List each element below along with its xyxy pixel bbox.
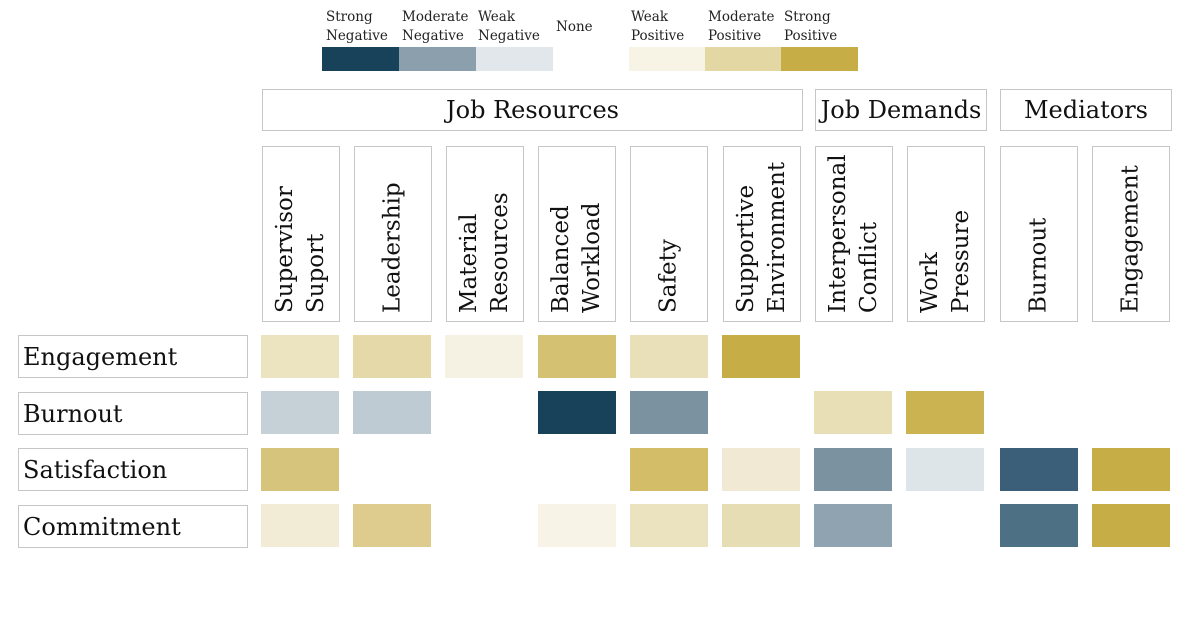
- row-header: Commitment: [18, 505, 248, 548]
- column-header: Burnout: [1000, 146, 1078, 322]
- heatmap-cell: [722, 448, 800, 491]
- column-header-label: Interpersonal Conflict: [825, 154, 882, 313]
- heatmap-cell: [1092, 448, 1170, 491]
- heatmap-cell: [814, 391, 892, 434]
- legend-swatch-moderate-positive: [705, 47, 782, 71]
- legend-swatch-strong-negative: [322, 47, 399, 71]
- column-header-label: Safety: [655, 239, 682, 313]
- column-header-label: Supervisor Suport: [272, 186, 329, 313]
- column-header: Safety: [630, 146, 708, 322]
- column-header: Engagement: [1092, 146, 1170, 322]
- column-header-label: Burnout: [1025, 217, 1052, 313]
- column-header: Supervisor Suport: [262, 146, 340, 322]
- heatmap-cell: [261, 391, 339, 434]
- heatmap-cell: [353, 504, 431, 547]
- heatmap-cell: [353, 335, 431, 378]
- heatmap-cell: [630, 335, 708, 378]
- heatmap-cell: [445, 335, 523, 378]
- column-header: Balanced Workload: [538, 146, 616, 322]
- heatmap-cell: [538, 335, 616, 378]
- legend-label-strong-positive: Strong Positive: [784, 9, 838, 44]
- heatmap-cell: [722, 335, 800, 378]
- row-header: Engagement: [18, 335, 248, 378]
- heatmap-cell: [630, 448, 708, 491]
- column-group-job-demands: Job Demands: [815, 89, 987, 131]
- column-header: Work Pressure: [907, 146, 985, 322]
- column-header: Leadership: [354, 146, 432, 322]
- heatmap-cell: [261, 504, 339, 547]
- heatmap-cell: [538, 504, 616, 547]
- heatmap-cell: [906, 391, 984, 434]
- legend-swatch-weak-negative: [476, 47, 553, 71]
- column-header-label: Engagement: [1117, 165, 1144, 313]
- legend-label-strong-negative: Strong Negative: [326, 9, 388, 44]
- heatmap-cell: [630, 391, 708, 434]
- heatmap-cell: [538, 391, 616, 434]
- column-group-job-resources: Job Resources: [262, 89, 803, 131]
- heatmap-cell: [814, 504, 892, 547]
- heatmap-cell: [906, 448, 984, 491]
- legend-label-moderate-negative: Moderate Negative: [402, 9, 469, 44]
- column-header: Material Resources: [446, 146, 524, 322]
- column-header: Supportive Environment: [723, 146, 801, 322]
- legend-swatch-strong-positive: [781, 47, 858, 71]
- column-header-label: Balanced Workload: [548, 202, 605, 314]
- heatmap-cell: [814, 448, 892, 491]
- column-header-label: Work Pressure: [917, 209, 974, 313]
- legend-label-weak-negative: Weak Negative: [478, 9, 540, 44]
- legend-label-moderate-positive: Moderate Positive: [708, 9, 775, 44]
- heatmap-cell: [1092, 504, 1170, 547]
- heatmap-cell: [353, 391, 431, 434]
- row-header: Satisfaction: [18, 448, 248, 491]
- column-header-label: Supportive Environment: [733, 161, 790, 313]
- legend-label-weak-positive: Weak Positive: [631, 9, 685, 44]
- heatmap-cell: [1000, 504, 1078, 547]
- column-header-label: Material Resources: [456, 192, 513, 313]
- legend-label-none: None: [556, 19, 593, 35]
- heatmap-cell: [1000, 448, 1078, 491]
- heatmap-cell: [630, 504, 708, 547]
- column-header: Interpersonal Conflict: [815, 146, 893, 322]
- legend-swatch-moderate-negative: [399, 47, 476, 71]
- heatmap-cell: [722, 504, 800, 547]
- column-header-label: Leadership: [379, 182, 406, 313]
- heatmap-cell: [261, 448, 339, 491]
- heatmap-cell: [261, 335, 339, 378]
- legend-swatch-weak-positive: [629, 47, 706, 71]
- column-group-mediators: Mediators: [1000, 89, 1172, 131]
- row-header: Burnout: [18, 392, 248, 435]
